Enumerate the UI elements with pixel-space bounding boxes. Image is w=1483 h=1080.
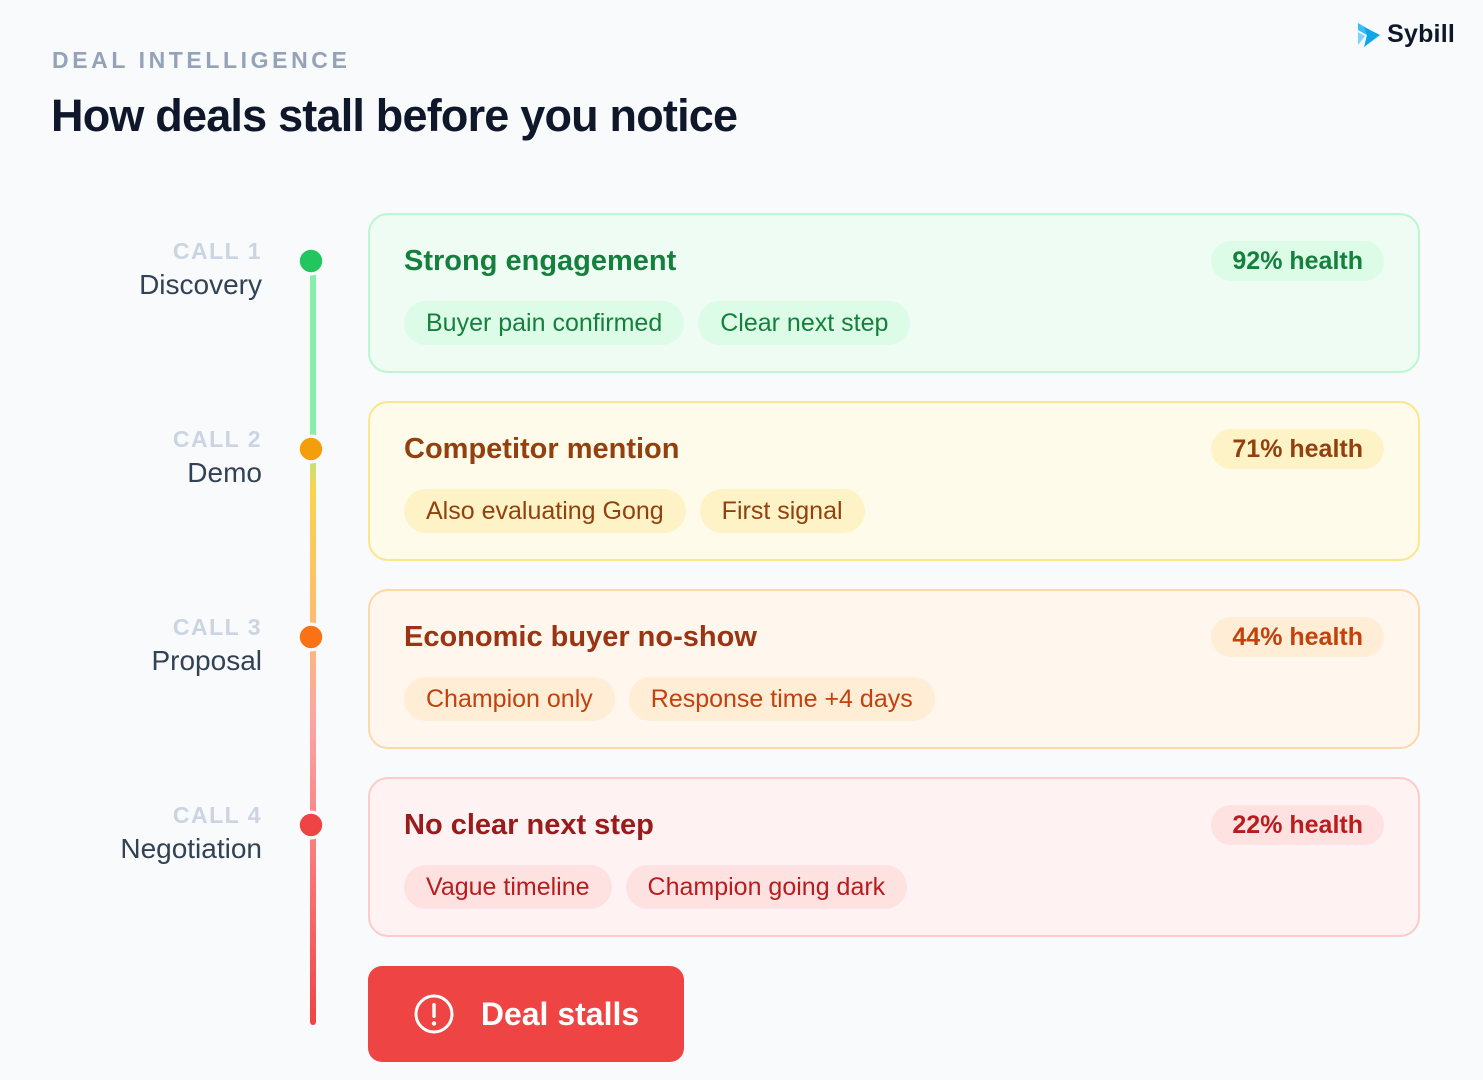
health-badge: 22% health xyxy=(1211,805,1384,845)
deal-stalls-button[interactable]: Deal stalls xyxy=(368,966,684,1062)
call-number: CALL 2 xyxy=(172,426,262,452)
call-stage: Negotiation xyxy=(120,833,262,864)
brand-logo: Sybill xyxy=(1355,20,1455,49)
signal-title: Strong engagement xyxy=(404,245,677,277)
brand-name: Sybill xyxy=(1387,20,1455,48)
timeline-dot xyxy=(296,246,326,276)
call-row: CALL 2 Demo Competitor mention 71% healt… xyxy=(0,401,1483,561)
deal-stalls-label: Deal stalls xyxy=(480,995,640,1032)
call-meta: CALL 1 Discovery xyxy=(139,237,262,303)
call-meta: CALL 2 Demo xyxy=(173,425,262,491)
signal-tags: Also evaluating Gong First signal xyxy=(404,489,865,533)
signal-tag: Vague timeline xyxy=(404,865,612,909)
timeline-dot xyxy=(296,622,326,652)
timeline-dot xyxy=(296,810,326,840)
call-meta: CALL 3 Proposal xyxy=(151,613,262,679)
call-stage: Proposal xyxy=(151,645,262,676)
signal-card: No clear next step 22% health Vague time… xyxy=(368,777,1420,937)
section-eyebrow: DEAL INTELLIGENCE xyxy=(52,47,351,73)
call-stage: Discovery xyxy=(139,269,262,300)
call-row: CALL 1 Discovery Strong engagement 92% h… xyxy=(0,213,1483,373)
sybill-logo-icon xyxy=(1358,22,1381,47)
page-title: How deals stall before you notice xyxy=(51,90,738,141)
call-row: CALL 3 Proposal Economic buyer no-show 4… xyxy=(0,589,1483,749)
health-badge: 44% health xyxy=(1211,617,1384,657)
timeline-dot xyxy=(296,434,326,464)
signal-tags: Vague timeline Champion going dark xyxy=(404,865,908,909)
signal-tags: Champion only Response time +4 days xyxy=(404,677,935,721)
signal-tag: First signal xyxy=(699,489,865,533)
alert-circle-icon xyxy=(414,994,454,1034)
health-badge: 71% health xyxy=(1211,429,1384,469)
health-badge: 92% health xyxy=(1211,241,1384,281)
signal-card: Strong engagement 92% health Buyer pain … xyxy=(368,213,1420,373)
call-number: CALL 3 xyxy=(172,614,262,640)
signal-tag: Clear next step xyxy=(698,301,911,345)
call-row: CALL 4 Negotiation No clear next step 22… xyxy=(0,777,1483,937)
signal-title: No clear next step xyxy=(404,809,654,841)
call-meta: CALL 4 Negotiation xyxy=(120,801,262,867)
call-number: CALL 1 xyxy=(172,238,262,264)
signal-tag: Champion going dark xyxy=(625,865,908,909)
signal-tag: Champion only xyxy=(404,677,615,721)
call-number: CALL 4 xyxy=(172,802,262,828)
signal-card: Competitor mention 71% health Also evalu… xyxy=(368,401,1420,561)
signal-title: Economic buyer no-show xyxy=(404,621,757,653)
signal-tag: Response time +4 days xyxy=(628,677,935,721)
signal-tag: Also evaluating Gong xyxy=(404,489,686,533)
signal-tags: Buyer pain confirmed Clear next step xyxy=(404,301,911,345)
call-stage: Demo xyxy=(187,457,262,488)
signal-card: Economic buyer no-show 44% health Champi… xyxy=(368,589,1420,749)
signal-title: Competitor mention xyxy=(404,433,680,465)
signal-tag: Buyer pain confirmed xyxy=(404,301,685,345)
